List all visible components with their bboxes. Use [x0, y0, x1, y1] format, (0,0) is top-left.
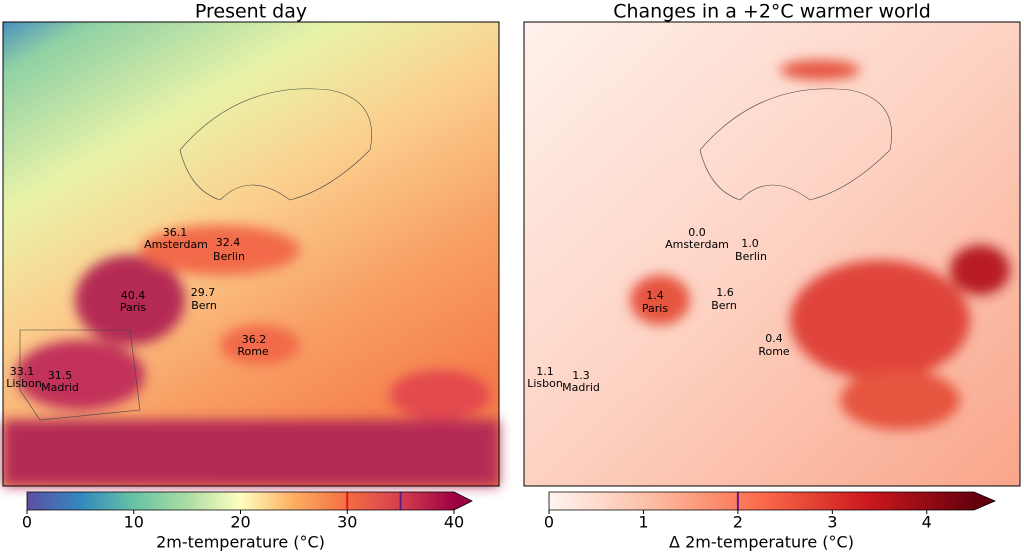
colorbar-tick-label: 2 — [733, 513, 743, 532]
city-name: Berlin — [735, 250, 767, 263]
city-name: Madrid — [41, 381, 79, 394]
colorbar-outline — [26, 491, 473, 511]
city-value: 32.4 — [216, 236, 241, 249]
city-name: Lisbon — [6, 377, 42, 390]
colorbar-tick-label: 40 — [444, 513, 464, 532]
city-name: Paris — [120, 301, 146, 314]
city-value: 36.1 — [163, 226, 188, 239]
city-value: 40.4 — [121, 289, 146, 302]
city-name: Amsterdam — [144, 238, 208, 251]
colorbar-extension — [454, 492, 472, 510]
colorbar — [549, 492, 974, 510]
colorbar-tick-label: 4 — [922, 513, 932, 532]
city-value: 0.0 — [688, 226, 706, 239]
colorbar-tick-label: 1 — [638, 513, 648, 532]
city-value: 36.2 — [242, 333, 267, 346]
city-name: Bern — [191, 299, 217, 312]
city-value: 1.3 — [572, 369, 590, 382]
colorbar-tick-label: 0 — [22, 513, 32, 532]
colorbar-extension — [974, 492, 995, 510]
colorbar-label: 2m-temperature (°C) — [156, 533, 325, 552]
city-name: Paris — [642, 302, 668, 315]
colorbar-tick-label: 0 — [544, 513, 554, 532]
colorbar — [27, 492, 454, 510]
city-name: Amsterdam — [665, 238, 729, 251]
city-value: 1.1 — [536, 365, 554, 378]
right-map — [523, 21, 1021, 487]
colorbar-tick-label: 30 — [337, 513, 357, 532]
city-name: Bern — [711, 299, 737, 312]
city-name: Madrid — [562, 381, 600, 394]
city-value: 1.4 — [646, 289, 664, 302]
colorbar-tick-label: 3 — [827, 513, 837, 532]
panel-title: Changes in a +2°C warmer world — [613, 1, 931, 23]
colorbar-tick-label: 20 — [230, 513, 250, 532]
city-value: 1.6 — [716, 286, 734, 299]
colorbar-outline — [548, 491, 997, 511]
city-value: 33.1 — [10, 365, 35, 378]
city-name: Berlin — [213, 250, 245, 263]
colorbar-label: Δ 2m-temperature (°C) — [669, 533, 854, 552]
city-name: Rome — [758, 345, 790, 358]
city-value: 0.4 — [765, 332, 783, 345]
panel-title: Present day — [195, 1, 307, 23]
city-name: Lisbon — [527, 377, 563, 390]
city-value: 31.5 — [48, 369, 73, 382]
city-value: 29.7 — [191, 286, 216, 299]
left-map — [2, 21, 500, 487]
city-name: Rome — [237, 345, 269, 358]
colorbar-tick-label: 10 — [124, 513, 144, 532]
city-value: 1.0 — [741, 237, 759, 250]
